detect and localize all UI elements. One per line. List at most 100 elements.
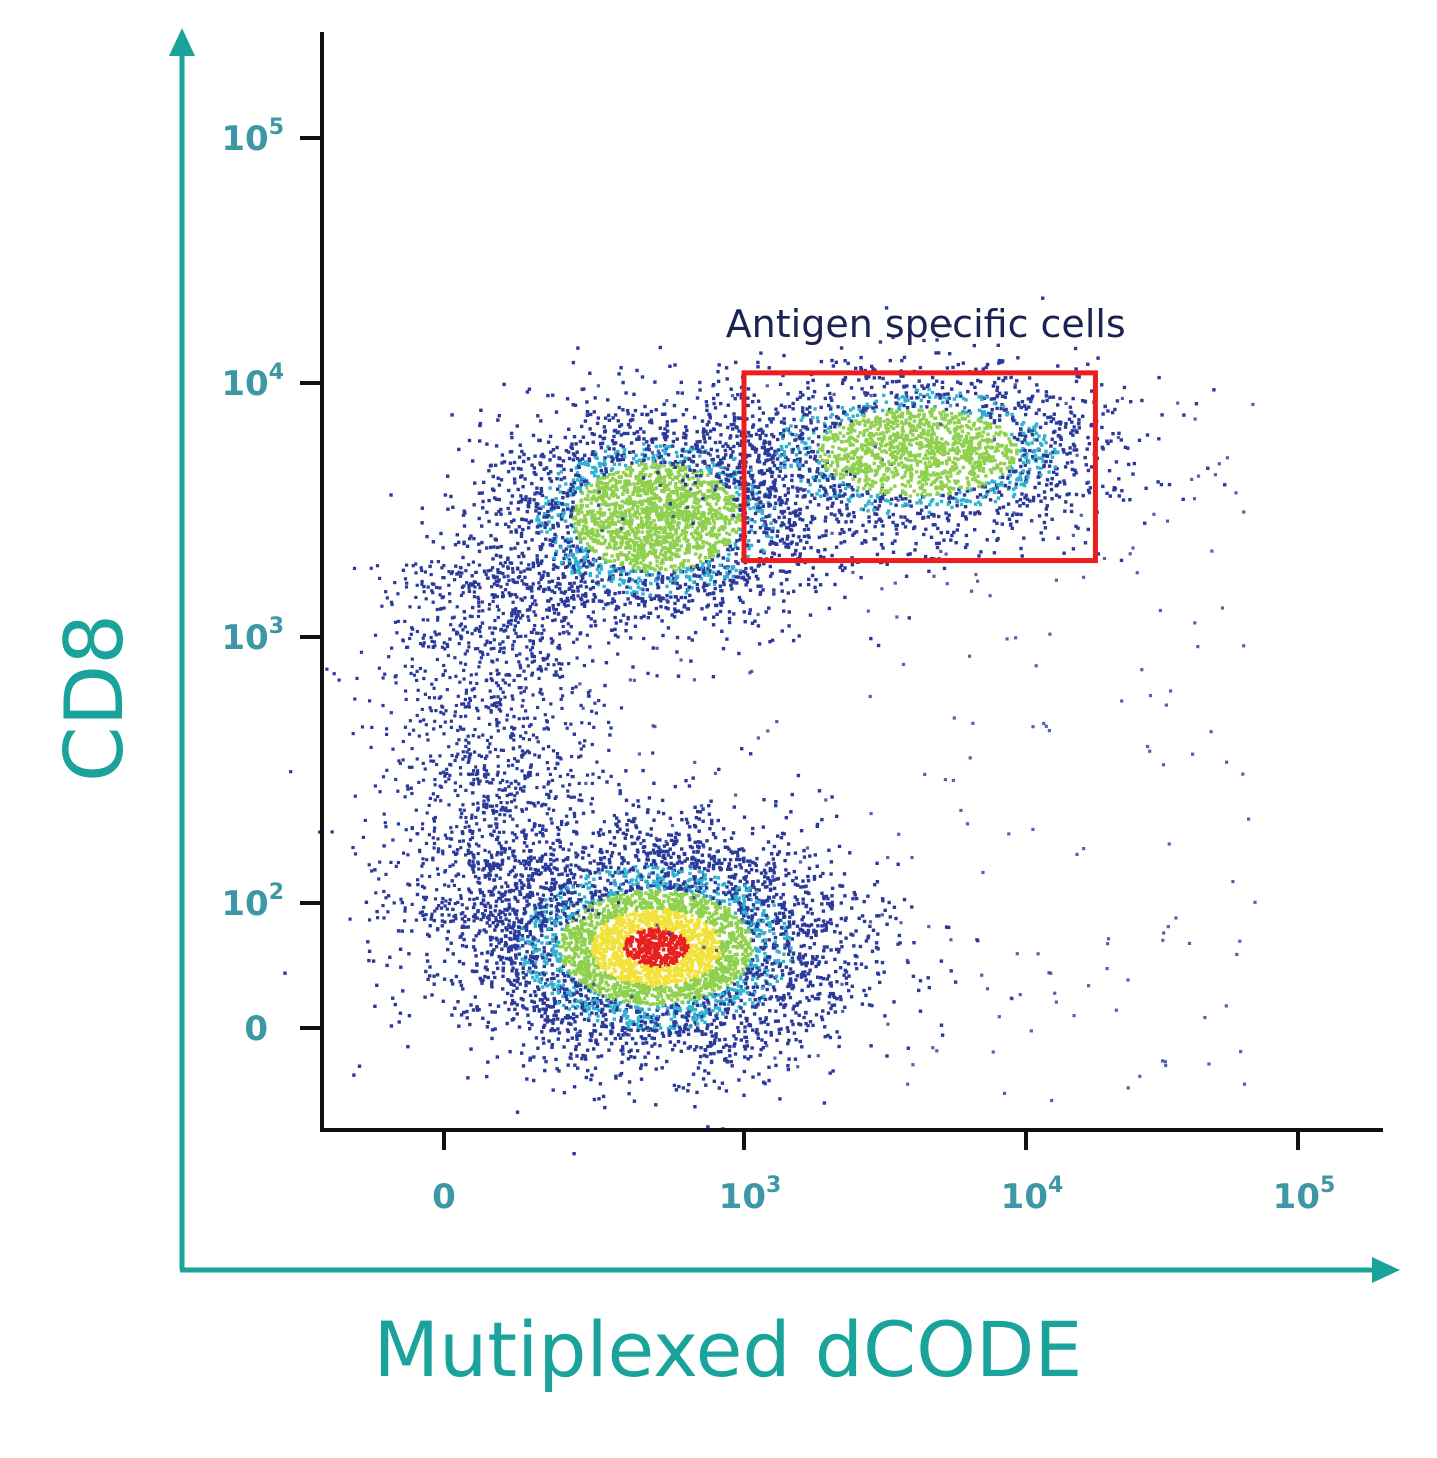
data-point	[716, 906, 720, 910]
data-point	[717, 767, 721, 772]
data-point	[801, 970, 805, 975]
data-point	[693, 857, 697, 861]
data-point	[563, 958, 568, 963]
data-point	[637, 804, 641, 809]
data-point	[768, 997, 772, 1001]
data-point	[694, 1045, 699, 1049]
data-point	[715, 1016, 719, 1021]
data-point	[683, 981, 687, 986]
data-point	[627, 1092, 631, 1096]
data-point	[646, 864, 650, 869]
data-point	[593, 946, 597, 950]
data-point	[509, 958, 513, 962]
data-point	[672, 1011, 676, 1016]
data-point	[693, 840, 697, 844]
data-point	[543, 996, 547, 1000]
data-point	[642, 936, 646, 940]
data-point	[552, 1028, 557, 1033]
data-point	[779, 976, 784, 980]
data-point	[601, 929, 605, 933]
data-point	[697, 866, 701, 870]
data-point	[577, 892, 582, 897]
data-point	[647, 924, 651, 928]
data-point	[821, 895, 826, 899]
data-point	[371, 959, 376, 963]
data-point	[589, 990, 593, 994]
data-point	[680, 866, 684, 871]
data-point	[647, 851, 651, 855]
data-point	[731, 893, 736, 898]
data-point	[777, 1027, 781, 1032]
data-point	[612, 983, 616, 987]
data-point	[669, 969, 673, 973]
data-point	[684, 779, 688, 783]
data-point	[661, 943, 665, 948]
data-point	[567, 959, 571, 964]
data-point	[532, 1000, 536, 1004]
data-point	[585, 1003, 589, 1008]
data-point	[618, 932, 622, 937]
data-point	[669, 861, 673, 866]
data-point	[573, 1027, 577, 1031]
data-point	[666, 922, 670, 927]
data-point	[748, 863, 752, 867]
data-point	[549, 862, 553, 866]
data-point	[576, 884, 580, 888]
data-point	[609, 972, 613, 976]
data-point	[678, 886, 683, 890]
data-point	[640, 948, 644, 952]
data-point	[727, 967, 732, 971]
data-point	[756, 907, 760, 911]
data-point	[666, 948, 671, 952]
data-point	[712, 981, 716, 986]
data-point	[693, 1008, 698, 1012]
data-point	[517, 946, 521, 951]
data-point	[864, 965, 868, 969]
data-point	[784, 816, 788, 820]
data-point	[687, 833, 691, 838]
data-point	[742, 1069, 747, 1074]
data-point	[574, 989, 578, 993]
data-point	[490, 1028, 495, 1032]
data-point	[536, 1046, 540, 1050]
data-point	[744, 888, 749, 893]
data-point	[779, 836, 784, 840]
data-point	[568, 868, 572, 872]
data-point	[457, 959, 462, 964]
data-point	[571, 1004, 575, 1008]
data-point	[570, 956, 575, 961]
data-point	[597, 991, 602, 995]
data-point	[647, 872, 651, 877]
data-point	[739, 985, 743, 989]
data-point	[646, 990, 650, 995]
data-point	[680, 959, 684, 964]
data-point	[528, 932, 532, 937]
data-point	[617, 915, 621, 919]
data-point	[352, 1073, 356, 1077]
data-point	[688, 888, 692, 892]
data-point	[571, 885, 575, 889]
data-point	[582, 1008, 587, 1013]
data-point	[676, 986, 681, 991]
data-point	[717, 1038, 722, 1042]
data-point	[613, 969, 617, 974]
data-point	[713, 993, 718, 997]
data-point	[494, 945, 499, 949]
data-point	[535, 955, 539, 959]
data-point	[546, 952, 550, 956]
data-point	[762, 909, 766, 913]
data-point	[637, 858, 641, 862]
data-point	[532, 1078, 536, 1083]
data-point	[757, 934, 762, 938]
data-point	[844, 976, 849, 980]
data-point	[795, 974, 799, 978]
data-point	[441, 999, 445, 1003]
data-point	[563, 927, 567, 932]
data-point	[616, 868, 620, 872]
data-point	[758, 1017, 762, 1021]
data-point	[742, 972, 747, 976]
data-point	[626, 917, 631, 921]
data-point	[720, 969, 724, 974]
data-point	[588, 871, 592, 875]
data-point	[465, 1016, 469, 1020]
